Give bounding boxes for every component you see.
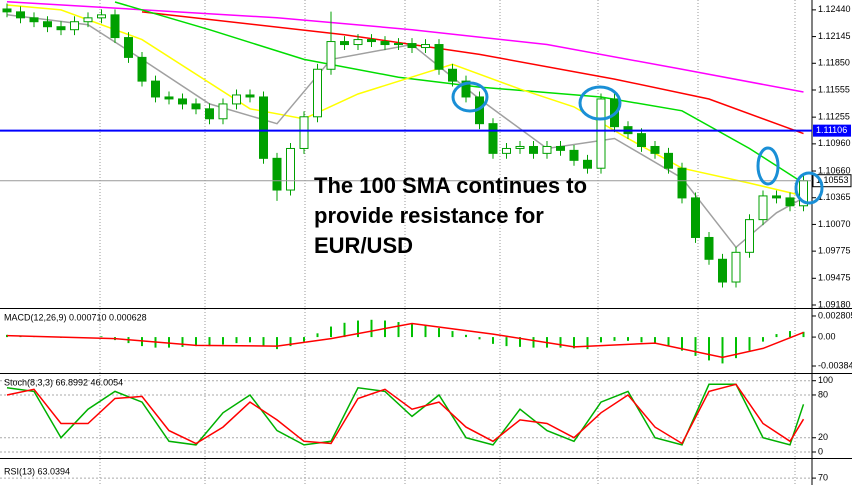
candle-body xyxy=(785,197,795,207)
candle-body xyxy=(191,103,201,110)
candle-body xyxy=(556,145,565,151)
candle-body xyxy=(461,80,471,98)
candle-body xyxy=(164,96,174,100)
y-tick-label: 0 xyxy=(818,446,823,456)
candle-body xyxy=(367,39,376,43)
y-tick-label: 1.11850 xyxy=(818,58,850,68)
y-tick-label: 1.12145 xyxy=(818,31,851,41)
candle-body xyxy=(664,152,673,169)
candle-body xyxy=(569,149,579,161)
indicator-line xyxy=(6,0,804,93)
indicator-line xyxy=(6,383,805,445)
candle-body xyxy=(434,44,444,70)
candle-body xyxy=(29,17,39,23)
candle-body xyxy=(718,258,727,283)
y-tick-label: 1.11555 xyxy=(818,84,850,94)
candle-body xyxy=(286,147,295,191)
candle-body xyxy=(745,219,754,253)
candle-body xyxy=(407,43,417,49)
indicator-title: RSI(13) 63.0394 xyxy=(4,466,70,476)
annotation: EUR/USD xyxy=(314,233,413,258)
candle-body xyxy=(380,41,390,46)
annotation: provide resistance for xyxy=(314,203,544,228)
candle-body xyxy=(448,68,457,82)
y-tick-label: 1.12440 xyxy=(818,4,851,14)
y-tick-label: 1.10660 xyxy=(818,165,851,175)
candle-body xyxy=(110,14,120,39)
candle-body xyxy=(205,108,214,120)
y-tick-label: 1.09180 xyxy=(818,299,851,309)
candle-body xyxy=(218,103,228,120)
y-tick-label: 80 xyxy=(818,389,828,399)
candle-body xyxy=(502,147,511,154)
level-label: 1.11106 xyxy=(816,125,847,135)
candle-body xyxy=(151,80,160,98)
candle-body xyxy=(299,116,309,149)
candle-body xyxy=(313,68,322,118)
y-tick-label: 1.09775 xyxy=(818,246,851,256)
indicator-line xyxy=(6,383,805,446)
candle-body xyxy=(83,17,93,23)
candle-body xyxy=(70,21,79,31)
y-tick-label: 100 xyxy=(818,375,833,385)
candle-body xyxy=(245,94,255,98)
candle-body xyxy=(178,98,187,105)
candle-body xyxy=(542,145,552,154)
candle-body xyxy=(529,145,538,154)
y-tick-label: 70 xyxy=(818,472,828,482)
candle-body xyxy=(16,11,25,19)
candle-body xyxy=(583,159,592,169)
y-tick-label: 1.10365 xyxy=(818,192,851,202)
candle-body xyxy=(394,43,403,46)
candle-body xyxy=(677,167,687,199)
annotation: The 100 SMA continues to xyxy=(314,173,587,198)
candle-body xyxy=(691,197,700,238)
candle-body xyxy=(772,195,781,199)
candle-body xyxy=(2,8,12,13)
y-tick-label: 1.09475 xyxy=(818,273,851,283)
candle-body xyxy=(326,41,336,70)
candle-body xyxy=(421,44,430,49)
y-tick-label: 1.10960 xyxy=(818,138,851,148)
candle-body xyxy=(56,26,66,31)
candle-body xyxy=(232,94,241,105)
indicator-line xyxy=(141,11,804,135)
candle-body xyxy=(353,39,363,46)
indicator-line xyxy=(6,14,804,249)
y-tick-label: -0.003845 xyxy=(818,360,852,370)
candle-body xyxy=(637,133,646,147)
candle-body xyxy=(259,96,268,159)
candle-body xyxy=(97,14,106,19)
y-tick-label: 1.11255 xyxy=(818,112,850,122)
candle-body xyxy=(758,195,768,221)
current-price-label: 1.10553 xyxy=(816,175,849,185)
y-tick-label: 0.002805 xyxy=(818,310,852,320)
highlight-circles xyxy=(451,81,824,205)
candle-body xyxy=(43,21,52,28)
candle-body xyxy=(124,37,133,58)
candle-body xyxy=(488,123,498,154)
candle-body xyxy=(704,236,714,260)
level-label-box xyxy=(813,124,851,137)
candle-body xyxy=(137,56,147,82)
candle-body xyxy=(731,251,741,283)
indicator-line xyxy=(6,322,804,359)
indicator-title: Stoch(8,3,3) 66.8992 46.0054 xyxy=(4,377,123,387)
y-tick-label: 1.10070 xyxy=(818,219,851,229)
candle-body xyxy=(596,98,606,169)
candle-body xyxy=(515,145,525,149)
indicator-title: MACD(12,26,9) 0.000710 0.000628 xyxy=(4,312,147,322)
y-tick-label: 20 xyxy=(818,432,828,442)
candle-body xyxy=(340,41,349,46)
candle-body xyxy=(650,145,660,154)
y-tick-label: 0.00 xyxy=(818,331,836,341)
candle-body xyxy=(272,157,282,191)
